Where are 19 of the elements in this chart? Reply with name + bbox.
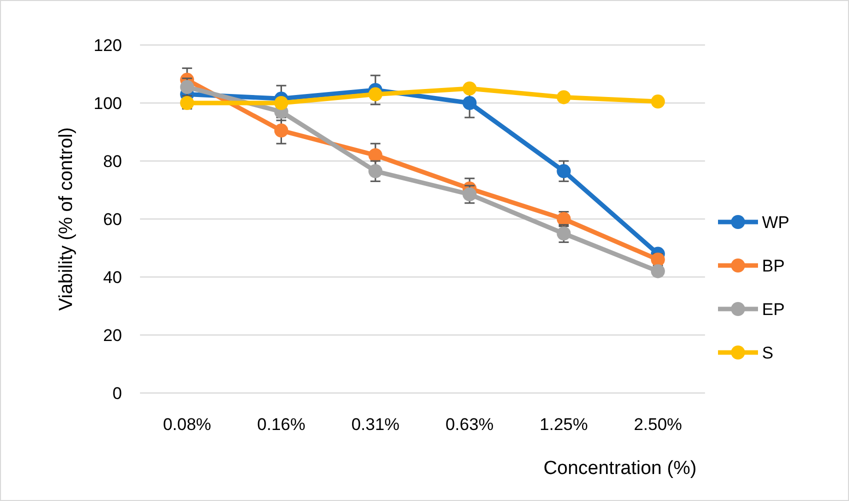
- x-tick-label: 0.08%: [162, 415, 212, 434]
- legend-label: S: [762, 343, 774, 362]
- x-tick-label: 0.31%: [351, 415, 400, 434]
- y-tick-label: 100: [94, 94, 122, 113]
- x-axis-title: Concentration (%): [543, 458, 697, 479]
- y-tick-label: 40: [103, 268, 122, 287]
- y-tick-label: 20: [103, 326, 122, 345]
- y-axis-title: Viability (% of control): [56, 127, 77, 311]
- y-tick-label: 80: [103, 152, 122, 171]
- y-tick-label: 60: [103, 210, 122, 229]
- x-tick-label: 0.63%: [445, 415, 494, 434]
- legend-label: BP: [762, 256, 785, 276]
- legend-label: EP: [762, 300, 785, 319]
- y-tick-label: 0: [112, 384, 122, 403]
- x-tick-label: 0.16%: [257, 415, 306, 434]
- x-tick-label: 2.50%: [634, 415, 682, 434]
- x-tick-label: 1.25%: [540, 415, 588, 434]
- legend-label: WP: [762, 212, 790, 232]
- y-tick-label: 120: [94, 36, 122, 55]
